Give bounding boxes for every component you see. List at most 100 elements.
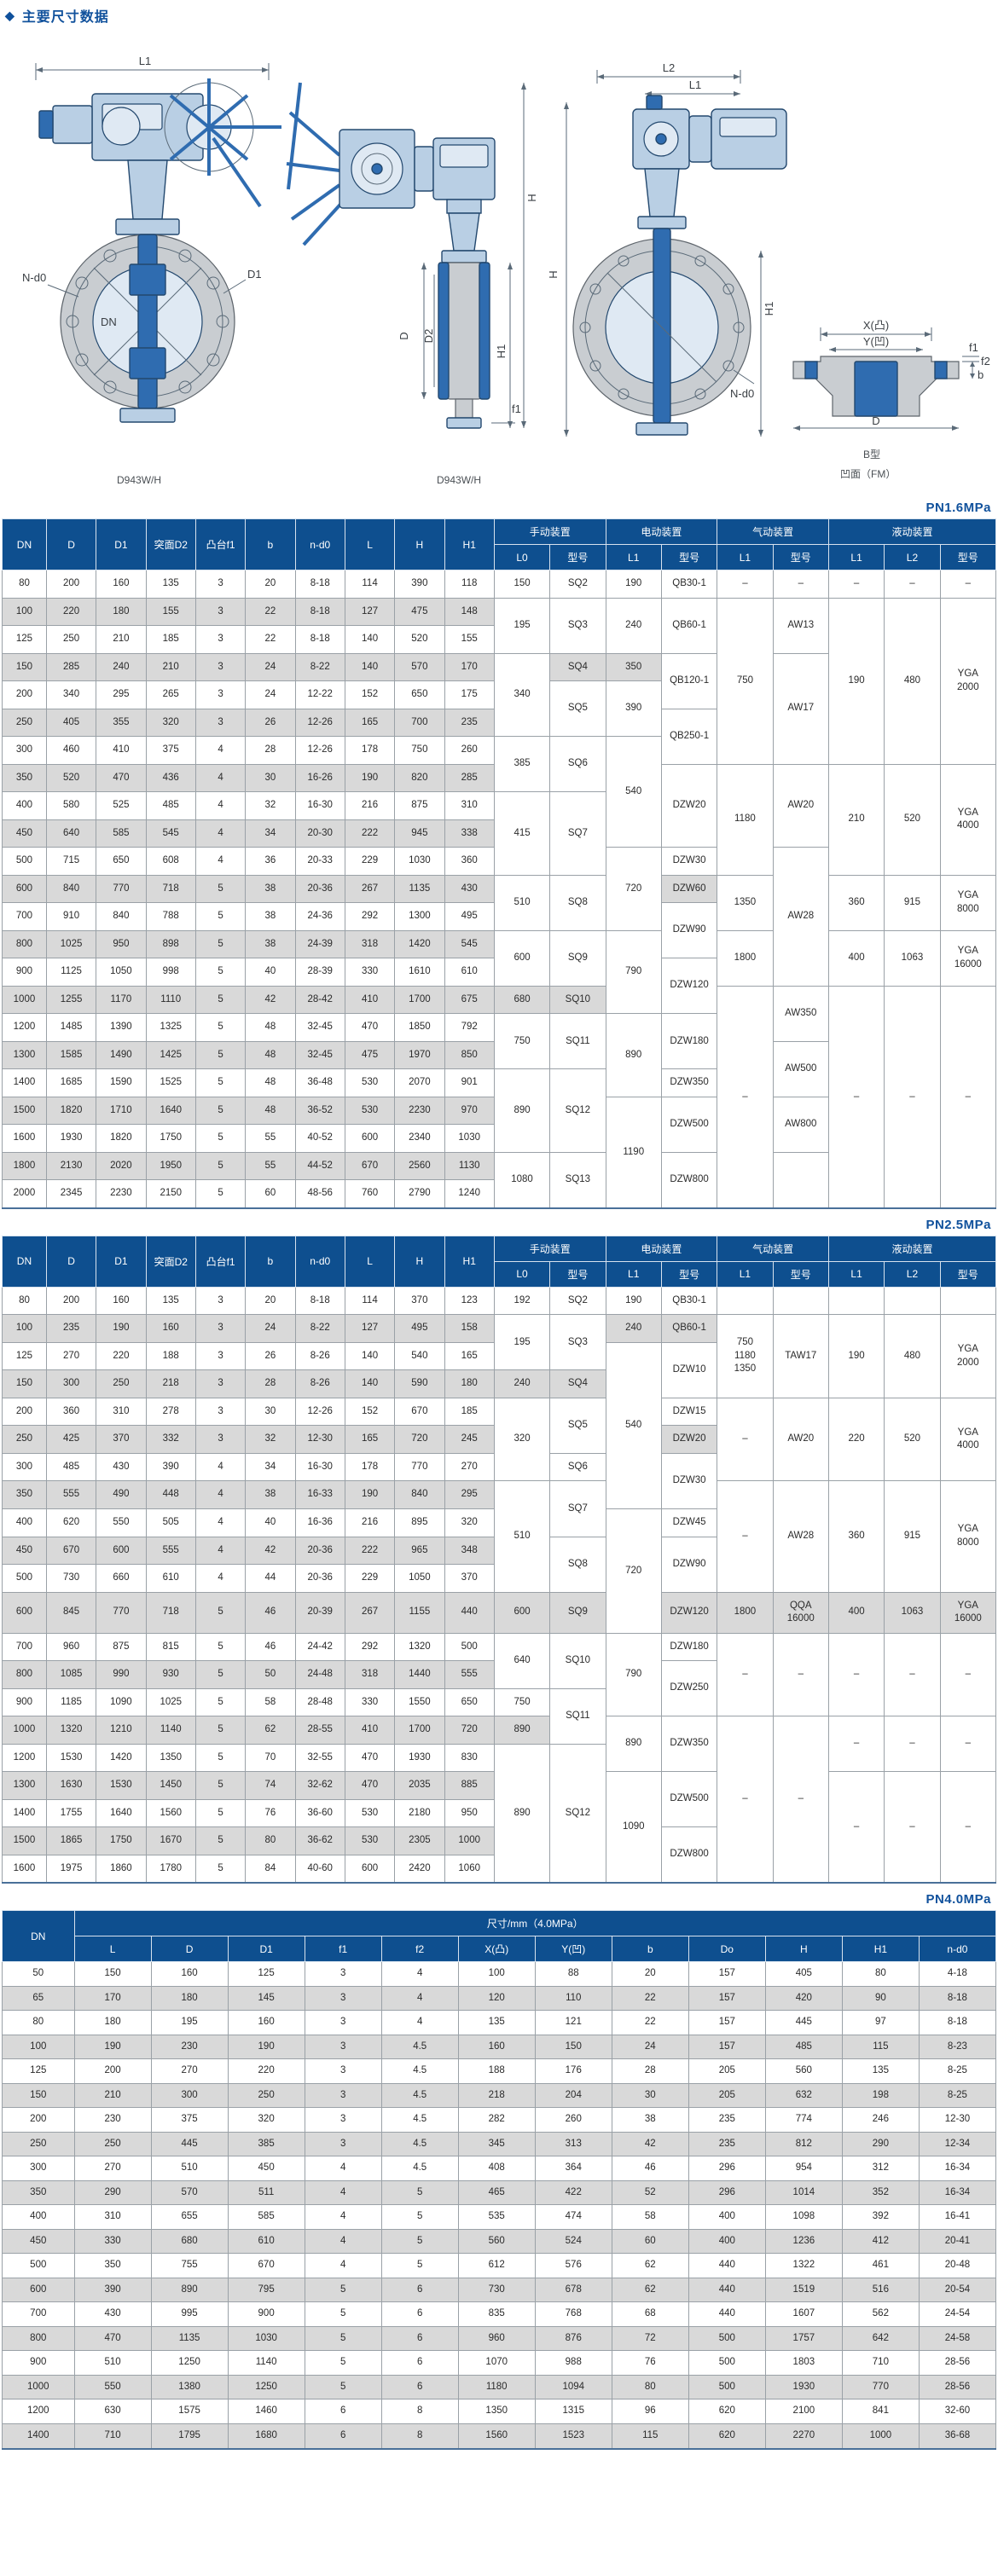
table-cell: 4 — [194, 736, 247, 765]
table-cell: 20-48 — [918, 2253, 997, 2278]
table-cell: 24 — [611, 2034, 689, 2060]
table-cell: 180 — [444, 1369, 495, 1398]
table-cell: 28 — [245, 1369, 296, 1398]
table-cell: 2130 — [45, 1151, 97, 1181]
left-drawing-caption: D943W/H — [117, 474, 161, 486]
table-cell: 1930 — [394, 1743, 445, 1773]
table-cell: 670 — [227, 2253, 305, 2278]
table-cell: 770 — [841, 2374, 920, 2400]
row-dn: 1300 — [2, 1771, 47, 1800]
table-cell: 158 — [444, 1314, 495, 1343]
table-cell: 1185 — [45, 1687, 97, 1717]
table-cell: 4 — [194, 847, 247, 876]
table-cell: 1210 — [96, 1716, 147, 1745]
table-cell: 898 — [145, 929, 196, 959]
table-cell: 510 — [150, 2156, 229, 2181]
table-cell: 1110 — [145, 985, 196, 1015]
row-dn: 800 — [2, 2325, 75, 2352]
table-cell: 1950 — [145, 1151, 196, 1181]
table-cell: 1575 — [150, 2399, 229, 2424]
table-cell: 890 — [605, 1013, 662, 1097]
table-cell: 114 — [344, 570, 396, 599]
dim-label-d1-left: D1 — [247, 268, 262, 281]
table-cell: 475 — [344, 1040, 396, 1070]
table-cell: 4 — [194, 1564, 247, 1593]
table-cell: 3 — [194, 680, 247, 709]
table-cell: 4 — [194, 763, 247, 793]
table-cell: 1685 — [45, 1068, 97, 1097]
table-cell: 360 — [444, 847, 495, 876]
table-cell: 38 — [611, 2107, 689, 2133]
middle-drawing-caption: D943W/H — [437, 474, 481, 486]
table-cell: QB60-1 — [660, 597, 718, 654]
table-row: 250 425 370 332 3 32 12-30 165 720 245 DZW20 — [2, 1425, 996, 1454]
table-cell: 270 — [150, 2058, 229, 2084]
table-cell: SQ2 — [549, 1286, 606, 1316]
column-header: D — [45, 518, 97, 570]
table-row: 125 270 220 188 3 26 8-26 140 540 165 540 DZW10 — [2, 1341, 996, 1509]
table-cell: 1320 — [45, 1716, 97, 1745]
flange-caption-face: 凹面（FM） — [840, 468, 896, 480]
column-header: DN — [2, 1235, 47, 1288]
table-row: 900 1125 1050 998 5 40 28-39 330 1610 610 DZW120 — [2, 958, 996, 1015]
row-dn: 150 — [2, 1369, 47, 1398]
table-cell: 1080 — [493, 1151, 551, 1209]
table-cell: 3 — [304, 1961, 382, 1987]
table-cell: 360 — [827, 1480, 885, 1593]
table-row: 1200 1485 1390 1325 5 48 32-45 470 1850 792 750 SQ1… — [2, 1013, 996, 1097]
table-cell: 555 — [45, 1480, 97, 1509]
table-cell: 38 — [245, 929, 296, 959]
table-cell: 520 — [45, 763, 97, 793]
table-cell: 750 — [394, 736, 445, 765]
table-cell: QB30-1 — [660, 1286, 718, 1316]
table-cell: 1450 — [145, 1771, 196, 1800]
table-cell: 8-25 — [918, 2082, 997, 2109]
table-cell: 44-52 — [294, 1151, 345, 1181]
table-cell: SQ4 — [549, 1369, 606, 1398]
table-cell: 1757 — [764, 2325, 843, 2352]
table-cell: 36-62 — [294, 1826, 345, 1855]
table-cell: 220 — [827, 1397, 885, 1482]
row-dn: 800 — [2, 1660, 47, 1689]
table-cell: 250 — [227, 2082, 305, 2109]
table-cell: 12-26 — [294, 736, 345, 765]
table-cell: 1070 — [457, 2350, 536, 2376]
table-cell: 4 — [194, 819, 247, 848]
table-cell: 480 — [884, 597, 941, 765]
table-cell: 155 — [444, 625, 495, 654]
row-dn: 900 — [2, 958, 47, 987]
table-cell: 190 — [96, 1314, 147, 1343]
column-header: H — [394, 518, 445, 570]
table-cell: 895 — [394, 1508, 445, 1537]
table-row: 1500 1865 1750 1670 5 80 36-62 530 2305 1000 DZW80… — [2, 1826, 996, 1884]
row-dn: 200 — [2, 2107, 75, 2133]
table-cell: 500 — [688, 2350, 766, 2376]
table-cell: 20-41 — [918, 2228, 997, 2255]
table-cell: 3 — [194, 652, 247, 682]
table-cell: DZW10 — [660, 1341, 718, 1398]
table-cell: 216 — [344, 791, 396, 820]
table-cell: QB30-1 — [660, 570, 718, 599]
table-cell: 555 — [444, 1660, 495, 1689]
table-cell: 370 — [444, 1564, 495, 1593]
table-cell: – — [772, 570, 829, 599]
table-cell: 1250 — [227, 2374, 305, 2400]
table-cell: 720 — [444, 1716, 495, 1745]
table-cell: 84 — [245, 1854, 296, 1884]
table-cell: 28-56 — [918, 2350, 997, 2376]
table-cell: 160 — [150, 1961, 229, 1987]
table-cell: SQ11 — [549, 1687, 606, 1745]
table-cell: – — [884, 985, 941, 1209]
table-cell: 20-36 — [294, 874, 345, 904]
table-cell: – — [827, 570, 885, 599]
table-cell: 16-30 — [294, 1452, 345, 1482]
row-dn: 200 — [2, 1397, 47, 1427]
table-cell: 48 — [245, 1013, 296, 1042]
table-cell: 20 — [245, 1286, 296, 1316]
row-dn: 2000 — [2, 1179, 47, 1209]
table-cell: 1130 — [444, 1151, 495, 1181]
table-cell: AW20 — [772, 1397, 829, 1482]
table-row: 1300 1630 1530 1450 5 74 32-62 470 2035 885 1090 DZ… — [2, 1771, 997, 1884]
table-cell: 20-39 — [294, 1591, 345, 1634]
table-cell: 150 — [73, 1961, 152, 1987]
